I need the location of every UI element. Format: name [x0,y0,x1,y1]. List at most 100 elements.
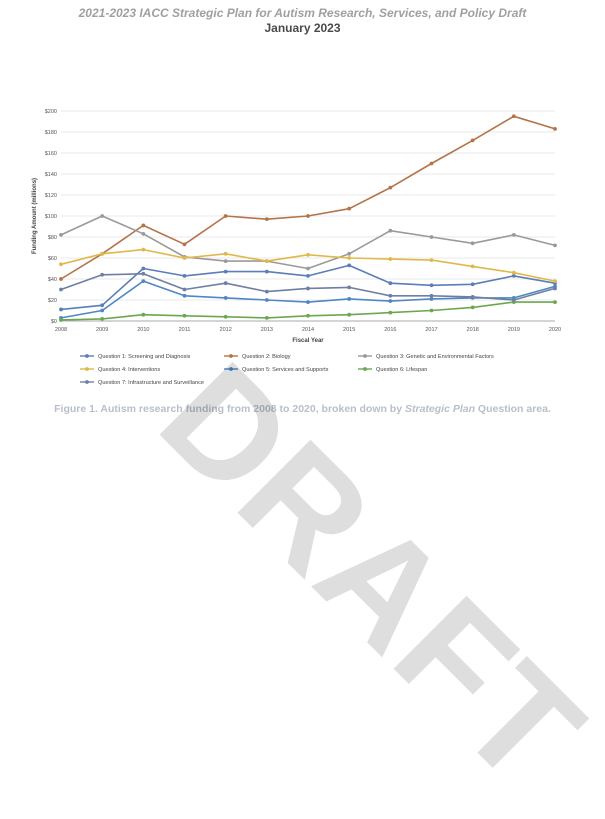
data-point-q1 [429,283,434,288]
data-point-q7 [182,287,187,292]
data-point-q2 [59,277,63,281]
data-point-q1 [470,282,475,287]
data-point-q6 [306,313,310,318]
data-point-q3 [100,214,105,218]
y-tick-label: $40 [48,277,57,283]
data-point-q3 [511,233,516,237]
legend-item-q7: Question 7: Infrastructure and Surveilla… [80,380,204,386]
x-axis-label: Fiscal Year [292,338,324,344]
funding-line-chart: $0 $20 $40 $60 $80 $100 $120 $140 $160 $180 $200 20… [32,109,561,386]
data-point-q1 [306,273,310,278]
y-tick-label: $180 [45,130,57,136]
y-tick-label: $200 [45,109,57,115]
document-title: 2021-2023 IACC Strategic Plan for Autism… [78,6,527,20]
legend-label: Question 4: Interventions [98,367,160,373]
data-point-q6 [347,312,352,317]
data-point-q2 [182,242,187,247]
legend-swatch-marker [85,380,89,384]
x-tick-label: 2017 [425,327,437,333]
data-point-q5 [388,299,393,303]
y-tick-label: $160 [45,151,57,157]
figure-caption: Figure 1. Autism research funding from 2… [0,403,605,415]
data-point-q6 [141,312,146,317]
data-point-q6 [59,318,63,322]
x-tick-label: 2008 [55,327,67,333]
legend-item-q2: Question 2: Biology [224,354,291,360]
x-tick-label: 2010 [137,327,149,333]
legend-item-q5: Question 5: Services and Supports [224,367,329,373]
data-point-q2 [141,223,146,228]
legend-label: Question 1: Screening and Diagnosis [98,354,191,360]
document-header: 2021-2023 IACC Strategic Plan for Autism… [0,6,605,36]
data-point-q4 [264,259,269,264]
legend-swatch-marker [85,354,89,358]
legend-swatch-marker [229,354,233,358]
data-point-q2 [306,214,310,218]
data-point-q4 [511,270,516,275]
legend-swatch-marker [363,354,367,358]
y-tick-label: $80 [48,235,57,241]
data-point-q3 [429,235,434,239]
data-point-q7 [388,293,393,298]
data-point-q1 [141,266,146,271]
data-point-q2 [429,161,434,166]
data-point-q3 [347,251,352,256]
data-point-q5 [141,279,146,283]
x-tick-label: 2009 [96,327,108,333]
data-point-q7 [470,294,475,299]
x-tick-label: 2014 [302,327,314,333]
legend-label: Question 7: Infrastructure and Surveilla… [98,380,204,386]
data-point-q5 [306,300,310,304]
data-point-q1 [264,269,269,274]
y-tick-label: $120 [45,193,57,199]
data-point-q1 [388,281,393,286]
data-point-q2 [470,138,475,143]
data-point-q6 [100,317,105,321]
data-point-q3 [388,228,393,233]
legend-item-q6: Question 6: Lifespan [358,367,427,373]
data-point-q6 [223,314,228,319]
x-tick-label: 2012 [220,327,232,333]
data-point-q7 [553,286,557,291]
data-point-q4 [429,258,434,262]
data-point-q1 [100,303,105,308]
y-tick-label: $100 [45,214,57,220]
data-point-q7 [347,285,352,290]
legend-swatch-marker [363,367,367,371]
data-point-q7 [306,286,310,291]
data-point-q2 [223,214,228,218]
x-tick-label: 2019 [508,327,520,333]
caption-emphasis: Strategic Plan [404,403,476,415]
legend-item-q1: Question 1: Screening and Diagnosis [80,354,191,360]
data-point-q7 [141,271,146,276]
data-point-q3 [470,241,475,246]
series-line-q3 [60,215,556,270]
caption-suffix: Question area. [475,403,551,415]
data-point-q4 [182,256,187,260]
x-tick-label: 2016 [384,327,396,333]
data-point-q3 [553,243,557,248]
data-point-q5 [264,298,269,302]
data-point-q3 [59,233,63,237]
x-tick-label: 2011 [179,327,191,333]
data-point-q5 [182,293,187,298]
data-point-q5 [347,297,352,301]
legend-item-q4: Question 4: Interventions [80,367,160,373]
data-point-q3 [223,259,228,264]
x-tick-label: 2013 [261,327,273,333]
y-tick-label: $140 [45,172,57,178]
data-point-q1 [182,273,187,278]
data-point-q2 [347,206,352,211]
data-point-q6 [264,315,269,320]
data-point-q7 [429,293,434,298]
data-point-q4 [347,256,352,260]
data-point-q2 [264,217,269,222]
data-point-q5 [429,297,434,301]
data-point-q7 [100,272,105,277]
data-point-q4 [59,262,63,267]
data-point-q1 [347,263,352,268]
caption-prefix: Figure 1. Autism research funding from 2… [54,403,405,415]
data-point-q3 [306,266,310,271]
legend-swatch-marker [85,367,89,371]
data-point-q5 [223,296,228,300]
